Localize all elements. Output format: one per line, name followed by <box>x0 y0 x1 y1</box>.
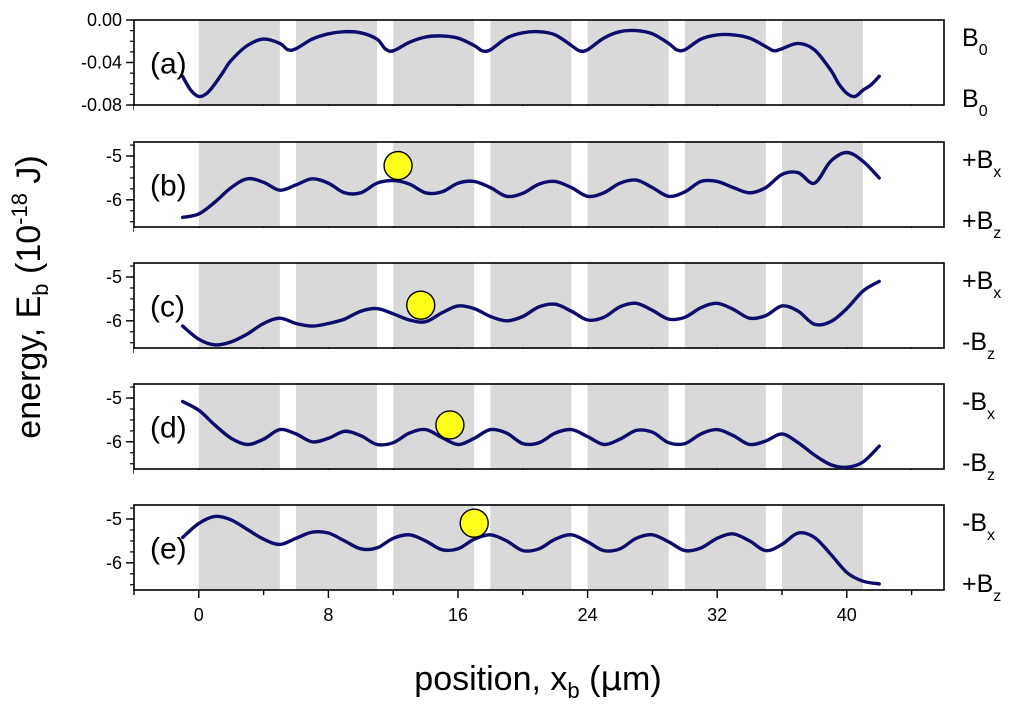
field-label-top-main: +B <box>962 146 993 174</box>
field-label-bottom-main: B <box>962 85 979 113</box>
field-label-bottom: +Bz <box>962 570 1001 605</box>
field-label-top-main: -B <box>962 509 987 537</box>
y-tick-label: -0.04 <box>81 53 122 73</box>
field-label-bottom-sub: z <box>987 467 995 484</box>
y-tick-label: -5 <box>106 267 122 287</box>
panel-gap <box>134 106 944 141</box>
x-axis-title-unit: m) <box>622 660 662 698</box>
field-label-bottom-main: -B <box>962 449 987 477</box>
particle-ball <box>383 150 413 181</box>
y-axis-title-sub: b <box>28 283 53 295</box>
field-label-top-sub: x <box>993 285 1001 302</box>
field-label-top-sub: x <box>987 406 995 423</box>
particle-ball <box>435 410 465 440</box>
panel-label: (c) <box>150 291 185 324</box>
field-label-bottom: +Bz <box>962 207 1001 242</box>
field-label-top: -Bx <box>962 388 995 423</box>
field-label-top: B0 <box>962 24 988 59</box>
y-axis-title-mid: (10 <box>10 225 48 284</box>
panel-b: -5-6 (b)+Bx+Bz <box>106 106 1001 242</box>
field-label-top-main: B <box>962 24 979 52</box>
x-tick-label: 8 <box>323 605 333 625</box>
panel-frame <box>133 262 945 349</box>
field-label-top-sub: x <box>987 527 995 544</box>
x-axis-title: position, xb (μm) <box>414 659 661 703</box>
y-tick-label: -5 <box>106 146 122 166</box>
panel-d: -5-6 (d)-Bx-Bz <box>106 349 995 484</box>
x-axis-title-main: position, x <box>414 660 567 698</box>
field-label-bottom-sub: 0 <box>979 103 988 120</box>
y-tick-label: 0.00 <box>87 10 122 30</box>
y-tick-label: -5 <box>106 388 122 408</box>
x-axis-title-sub: b <box>567 678 579 703</box>
panel-label: (d) <box>150 412 187 445</box>
panel-label: (e) <box>150 533 187 566</box>
panel-gap <box>134 349 944 383</box>
field-label-bottom-main: -B <box>962 328 987 356</box>
energy-curve <box>180 279 881 347</box>
x-tick-label: 32 <box>707 605 727 625</box>
field-label-top: +Bx <box>962 146 1001 181</box>
field-label-top: +Bx <box>962 267 1001 302</box>
x-axis-title-mu: μ <box>600 659 622 699</box>
field-label-bottom-main: +B <box>962 570 993 598</box>
energy-curve <box>180 150 881 220</box>
energy-curve <box>180 28 881 99</box>
y-tick-label: -6 <box>106 432 122 452</box>
particle-ball <box>406 290 436 320</box>
field-label-bottom: -Bz <box>962 328 995 363</box>
field-label-bottom-main: +B <box>962 207 993 235</box>
field-label-top-main: +B <box>962 267 993 295</box>
x-tick-label: 16 <box>448 605 468 625</box>
field-label-bottom-sub: z <box>993 225 1001 242</box>
panel-frame <box>133 383 945 470</box>
y-axis-title-main: energy, E <box>10 296 48 439</box>
x-tick-label: 24 <box>578 605 598 625</box>
y-tick-label: -6 <box>106 190 122 210</box>
panel-c: -5-6 (c)+Bx-Bz <box>106 228 1001 363</box>
energy-curve <box>180 399 881 470</box>
field-label-bottom-sub: z <box>993 588 1001 605</box>
y-tick-label: -6 <box>106 553 122 573</box>
x-axis-title-tail: ( <box>580 660 601 698</box>
y-tick-label: -0.08 <box>81 95 122 115</box>
field-label-top: -Bx <box>962 509 995 544</box>
field-label-bottom: -Bz <box>962 449 995 484</box>
y-axis-title-sup: -18 <box>7 193 32 225</box>
panel-frame <box>133 504 945 591</box>
y-axis-title: energy, Eb (10-18 J) <box>7 155 53 438</box>
x-tick-label: 40 <box>837 605 857 625</box>
panel-gap <box>134 228 944 262</box>
field-label-top-sub: x <box>993 164 1001 181</box>
panel-label: (b) <box>150 170 187 203</box>
panel-gap <box>134 470 944 504</box>
panel-frame <box>133 141 945 228</box>
panel-e: -5-6 (e)-Bx+Bz <box>106 470 1001 605</box>
x-tick-label: 0 <box>194 605 204 625</box>
y-tick-label: -6 <box>106 311 122 331</box>
field-label-bottom: B0 <box>962 85 988 120</box>
field-label-bottom-sub: z <box>987 346 995 363</box>
field-label-top-main: -B <box>962 388 987 416</box>
y-tick-label: -5 <box>106 509 122 529</box>
energy-curve <box>180 514 881 586</box>
y-axis-title-tail: J) <box>10 155 48 193</box>
field-label-top-sub: 0 <box>979 42 988 59</box>
particle-ball <box>459 508 489 538</box>
panel-label: (a) <box>150 48 187 81</box>
